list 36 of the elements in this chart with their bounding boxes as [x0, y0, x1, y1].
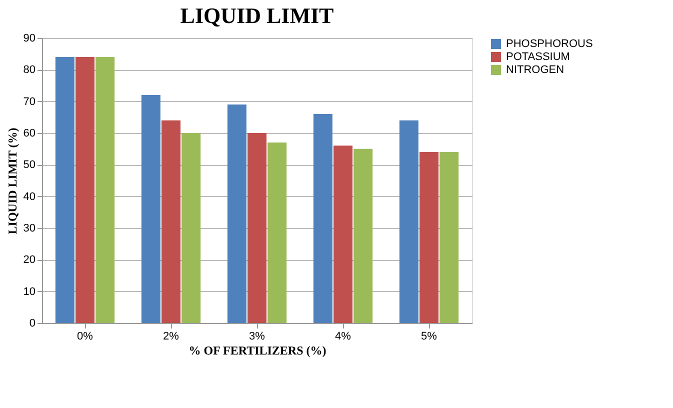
- x-tick-label: 5%: [421, 330, 438, 342]
- bar: [313, 114, 332, 323]
- bar: [141, 95, 160, 323]
- bar: [268, 142, 287, 323]
- bar: [420, 152, 438, 323]
- bar: [227, 104, 246, 323]
- x-tick-label: 4%: [335, 330, 352, 342]
- y-tick-label: 70: [23, 96, 36, 108]
- bar: [162, 120, 180, 323]
- y-tick-label: 50: [23, 159, 36, 172]
- y-tick-label: 40: [23, 190, 36, 203]
- y-tick-label: 20: [23, 254, 36, 266]
- y-tick-label: 90: [23, 32, 36, 44]
- bar: [55, 57, 74, 323]
- y-tick-label: 30: [23, 222, 36, 234]
- bar: [354, 148, 373, 323]
- bar: [96, 57, 115, 323]
- x-tick-label: 3%: [249, 330, 266, 342]
- legend-label: POTASSIUM: [506, 51, 570, 63]
- bar: [334, 146, 352, 323]
- y-tick-label: 60: [23, 128, 36, 140]
- x-tick-label: 0%: [77, 330, 94, 342]
- legend-label: NITROGEN: [506, 64, 564, 76]
- y-tick-label: 80: [23, 64, 36, 76]
- y-tick-label: 0: [29, 318, 36, 330]
- bar: [440, 152, 459, 323]
- y-tick-label: 10: [23, 286, 36, 298]
- legend-label: PHOSPHOROUS: [506, 38, 593, 50]
- bar: [76, 57, 94, 323]
- bar: [182, 133, 201, 323]
- x-axis-title: % OF FERTILIZERS (%): [188, 344, 326, 358]
- bar: [248, 133, 266, 323]
- chart-title: LIQUID LIMIT: [180, 3, 334, 28]
- x-tick-label: 2%: [163, 330, 180, 342]
- y-axis-title: LIQUID LIMIT (%): [5, 128, 20, 234]
- bar: [399, 120, 418, 323]
